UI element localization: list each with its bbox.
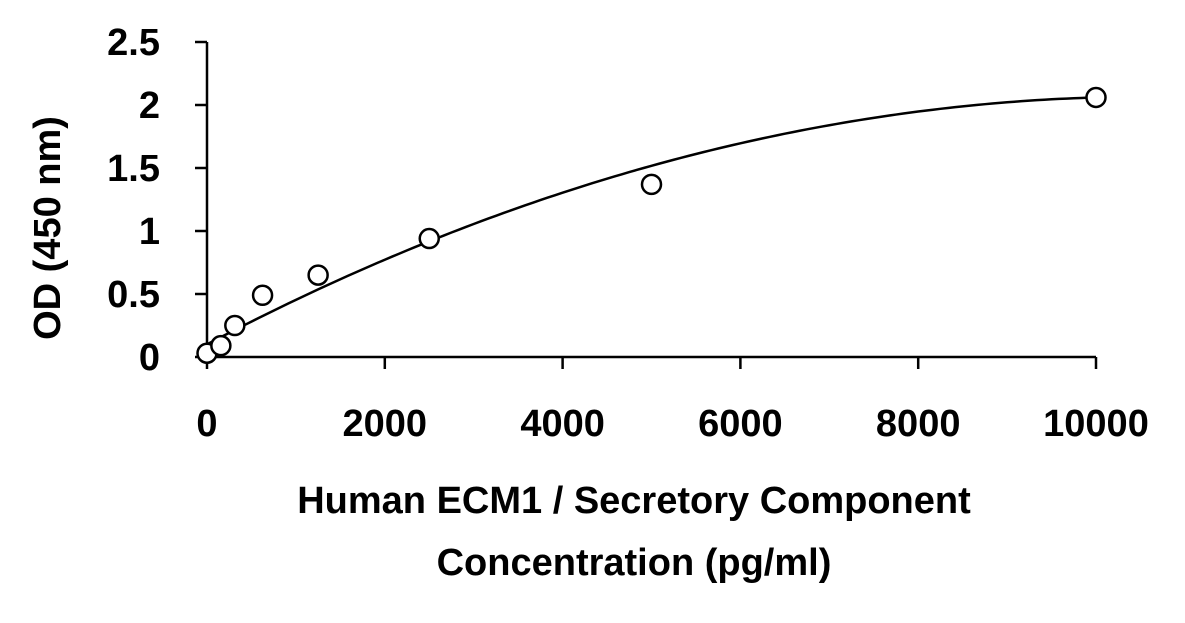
y-tick-label: 1.5 xyxy=(107,148,160,190)
data-points-group xyxy=(196,86,1107,364)
y-axis-title: OD (450 nm) xyxy=(27,116,69,340)
y-tick-label: 2 xyxy=(139,85,160,127)
x-tick-label: 8000 xyxy=(876,403,961,445)
data-point xyxy=(224,314,246,337)
y-tick-label: 0.5 xyxy=(107,274,160,316)
x-tick-label: 0 xyxy=(196,403,217,445)
x-tick-label: 4000 xyxy=(520,403,605,445)
y-tick-label: 0 xyxy=(139,337,160,379)
data-point xyxy=(418,227,440,250)
axes-group xyxy=(205,42,1096,359)
data-point xyxy=(1085,86,1107,109)
fit-curve-line xyxy=(206,96,1097,346)
x-ticks-group: 0 2000 4000 6000 8000 10000 xyxy=(196,357,1149,445)
y-tick-label: 1 xyxy=(139,211,160,253)
x-axis-title-line-1: Human ECM1 / Secretory Component xyxy=(297,480,971,522)
data-point xyxy=(251,284,274,307)
y-tick-label: 2.5 xyxy=(107,22,160,64)
data-point xyxy=(640,173,663,196)
x-tick-label: 6000 xyxy=(698,403,783,445)
data-point xyxy=(307,264,329,286)
x-tick-label: 10000 xyxy=(1043,403,1149,445)
data-point xyxy=(210,334,232,357)
x-tick-label: 2000 xyxy=(343,403,428,445)
x-axis-title-line-2: Concentration (pg/ml) xyxy=(437,542,832,584)
y-ticks-group: 0 0.5 1 1.5 2 2.5 xyxy=(107,22,207,379)
